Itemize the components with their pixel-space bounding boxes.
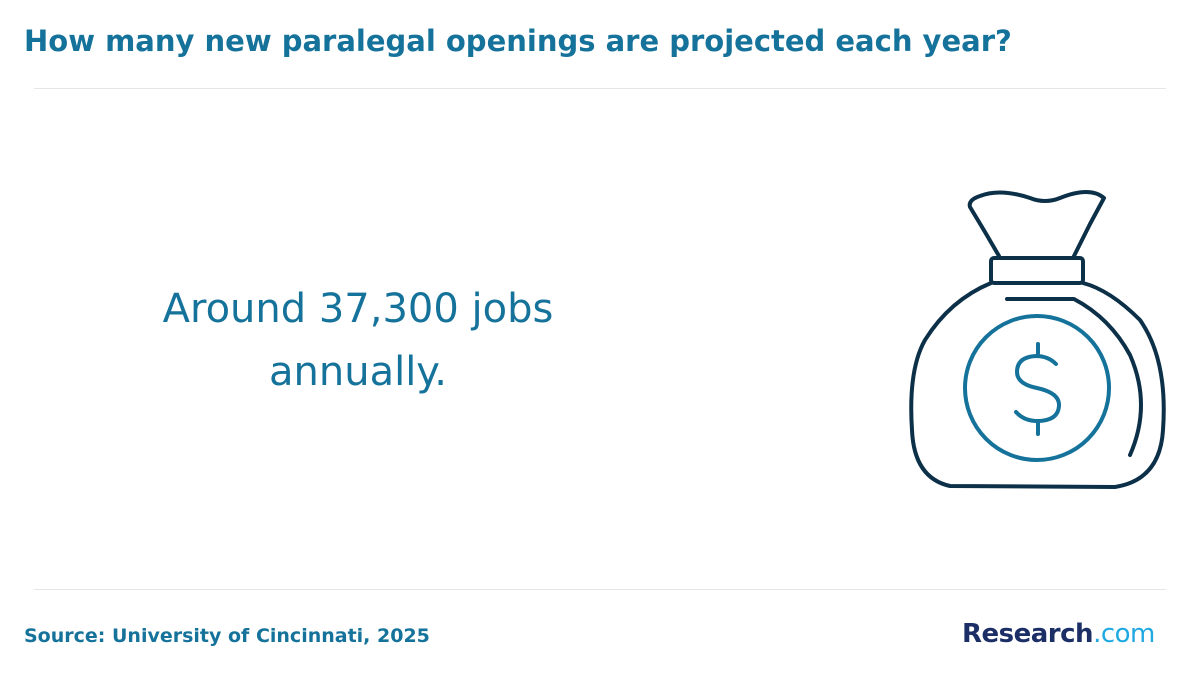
- source-note: Source: University of Cincinnati, 2025: [24, 625, 430, 647]
- divider: [34, 88, 1166, 89]
- logo-name: Research: [962, 619, 1094, 649]
- logo-suffix: .com: [1093, 619, 1155, 649]
- page-title: How many new paralegal openings are proj…: [24, 24, 1012, 58]
- headline-answer: Around 37,300 jobs annually.: [162, 286, 554, 395]
- divider: [34, 589, 1166, 590]
- brand-logo: Research.com: [962, 619, 1155, 649]
